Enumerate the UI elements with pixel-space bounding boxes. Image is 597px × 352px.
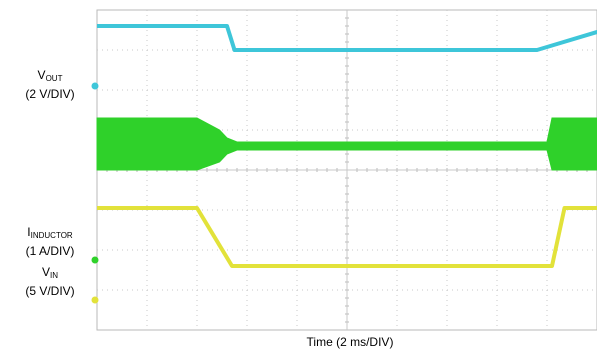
vin-channel-marker: [91, 296, 99, 304]
vout-trace: [97, 24, 597, 52]
inductor-channel-marker: [91, 256, 99, 264]
vin-scale-label: (5 V/DIV): [25, 284, 75, 298]
vout-label: VOUT: [37, 68, 63, 83]
time-axis-label: Time (2 ms/DIV): [306, 335, 394, 349]
vout-channel-marker: [91, 82, 99, 90]
vout-scale-label: (2 V/DIV): [25, 87, 75, 101]
vin-label: VIN: [41, 265, 58, 280]
inductor-current-scale-label: (1 A/DIV): [25, 244, 75, 258]
inductor-current-trace: [96, 117, 597, 171]
vin-trace: [97, 206, 597, 268]
inductor-current-label: IINDUCTOR: [27, 225, 73, 240]
